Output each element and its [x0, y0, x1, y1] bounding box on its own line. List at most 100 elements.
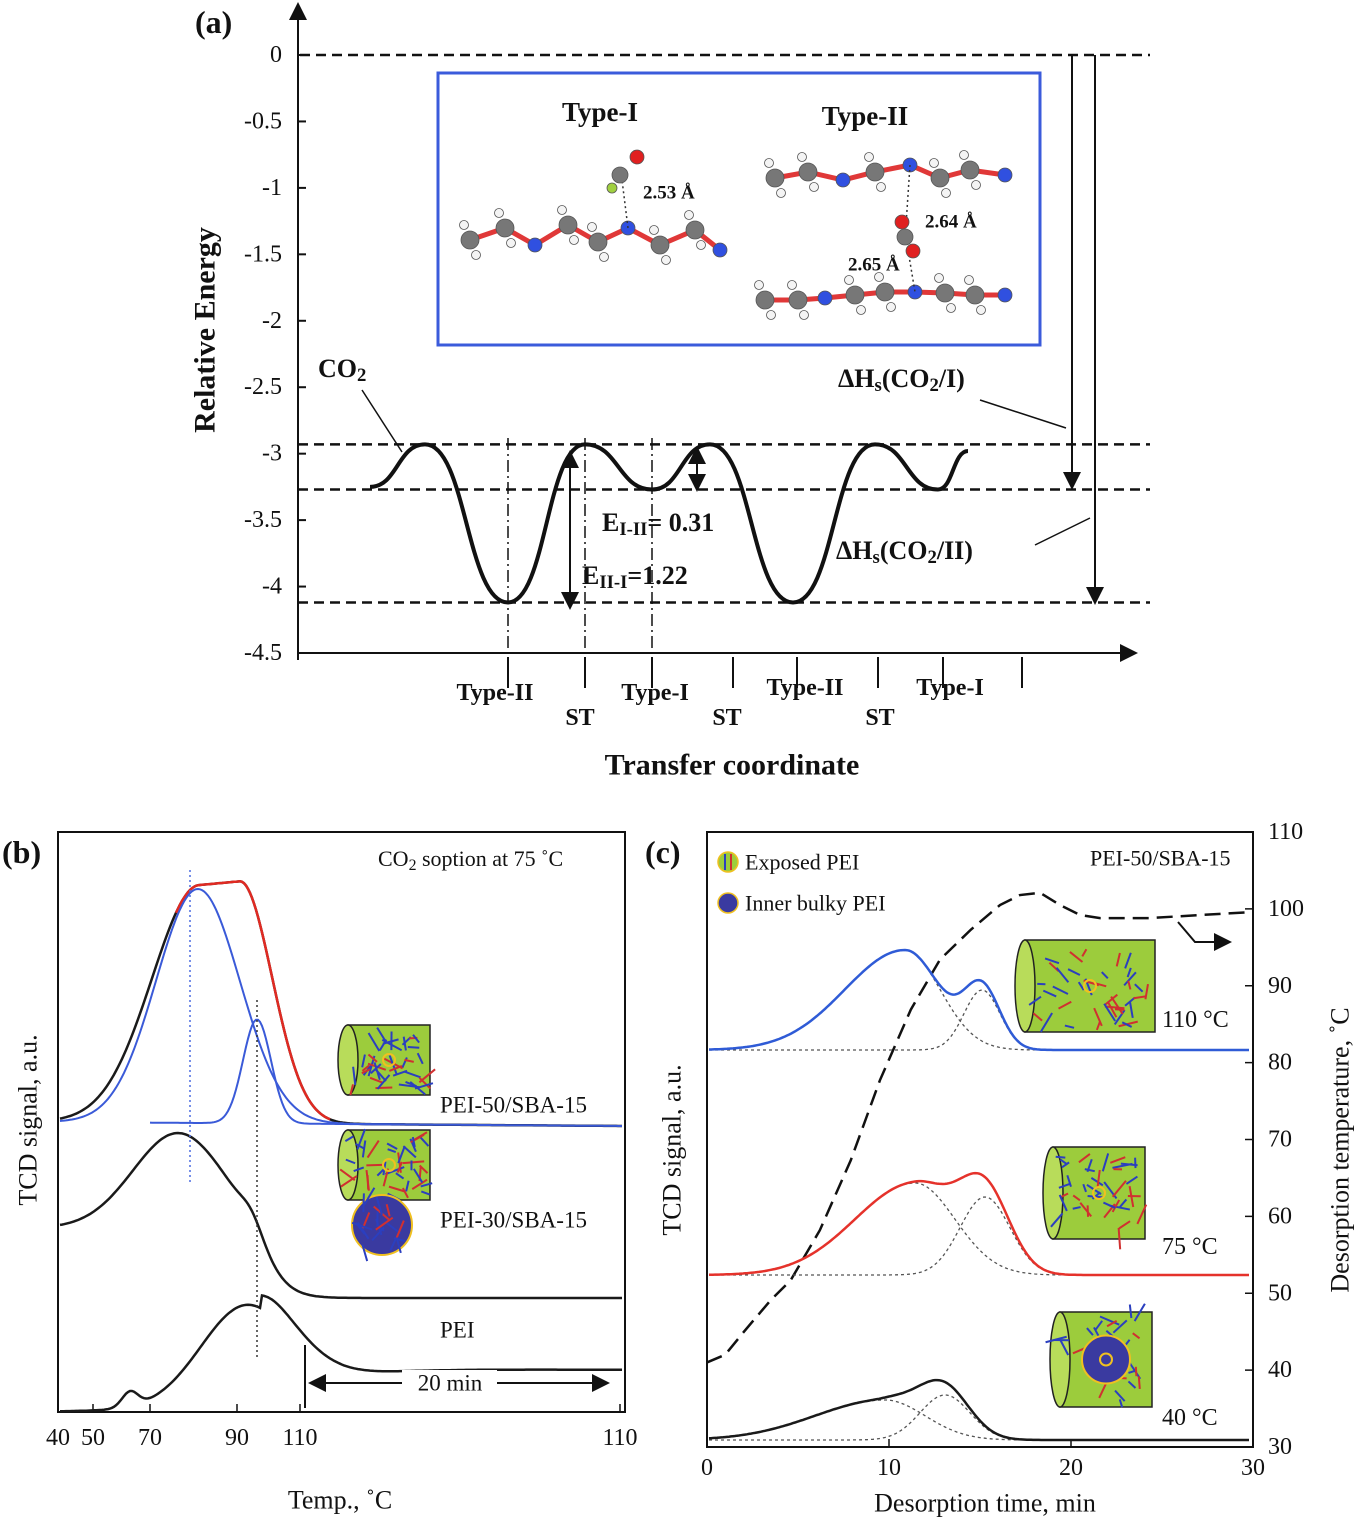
- annotation-part: 2: [929, 375, 938, 396]
- polymer-strand: [1101, 1153, 1110, 1172]
- polymer-strand: [1118, 1220, 1131, 1230]
- y-tick-label: -3.5: [244, 507, 282, 533]
- polymer-strand: [412, 1034, 420, 1044]
- inset-label: Type-I: [562, 97, 638, 127]
- pore-center: [1083, 979, 1097, 993]
- polymer-strand: [355, 1143, 365, 1150]
- atom: [712, 242, 728, 258]
- series-line: [708, 1378, 1249, 1442]
- y2-tick-label: 40: [1268, 1357, 1292, 1383]
- polymer-strand: [1058, 1194, 1068, 1212]
- series-label: 110 °C: [1162, 1007, 1229, 1033]
- polymer-strand: [384, 1221, 402, 1235]
- annotation-part: 2: [927, 547, 936, 568]
- polymer-strand: [1120, 1162, 1138, 1167]
- atom: [459, 220, 469, 230]
- atom: [809, 182, 819, 192]
- polymer-strand: [420, 1182, 433, 1188]
- polymer-strand: [1111, 1199, 1121, 1213]
- atom: [894, 214, 910, 230]
- polymer-strand: [416, 1052, 424, 1065]
- polymer-strand: [1104, 993, 1118, 1006]
- arrowhead: [688, 474, 706, 492]
- polymer-strand: [366, 1163, 383, 1167]
- y2-tick-label: 70: [1268, 1127, 1292, 1153]
- polymer-strand: [1061, 1161, 1070, 1169]
- polymer-strand: [384, 1166, 405, 1176]
- polymer-strand: [1086, 1327, 1094, 1336]
- atom: [696, 240, 706, 250]
- y-tick-label: -1.5: [244, 241, 282, 267]
- component-line: [709, 1196, 1249, 1276]
- bond-distance: 2.53 Å: [643, 183, 695, 204]
- polymer-strand: [1114, 1389, 1126, 1402]
- atom: [941, 188, 951, 198]
- y2-tick-label: 60: [1268, 1203, 1292, 1229]
- polymer-strand: [1104, 1005, 1125, 1010]
- polymer-strand: [1058, 1182, 1071, 1189]
- polymer-strand: [361, 1064, 370, 1072]
- h-bond: [905, 164, 911, 226]
- polymer-strand: [1039, 1012, 1053, 1033]
- atom: [964, 275, 974, 285]
- pore-end: [1014, 939, 1036, 1033]
- polymer-strand: [402, 1145, 417, 1159]
- atom: [766, 310, 776, 320]
- atom: [558, 215, 578, 235]
- polymer-strand: [1121, 1021, 1133, 1028]
- arrowhead: [308, 1374, 326, 1392]
- x-tick-label: ST: [712, 705, 741, 731]
- atom: [788, 290, 808, 310]
- polymer-strand: [386, 1142, 398, 1150]
- atom: [798, 162, 818, 182]
- polymer-strand: [1028, 995, 1042, 1006]
- series-line: [709, 1171, 1249, 1277]
- atom: [765, 168, 785, 188]
- polymer-strand: [393, 1237, 405, 1243]
- x-axis-arrow: [1120, 644, 1138, 662]
- polymer-strand: [376, 1168, 385, 1177]
- annotation-part: s: [873, 547, 880, 568]
- hold-label: 20 min: [418, 1371, 483, 1396]
- atom: [460, 230, 480, 250]
- x-tick-label: Type-I: [621, 680, 689, 706]
- polymer-strand: [1052, 985, 1069, 995]
- polymer-strand: [420, 1190, 431, 1196]
- x-tick-label: 10: [877, 1455, 901, 1481]
- annotation: EII-I=1.22: [582, 561, 688, 593]
- polymer-strand: [1111, 1180, 1127, 1198]
- annotation-part: II-I: [599, 572, 627, 593]
- polymer-strand: [411, 1136, 416, 1148]
- y-tick-label: -1: [262, 175, 282, 201]
- polymer-strand: [362, 1212, 371, 1229]
- atom: [649, 225, 659, 235]
- atom: [587, 222, 597, 232]
- polymer-strand: [395, 1172, 405, 1180]
- plot-title: PEI-50/SBA-15: [1090, 846, 1231, 871]
- polymer-strand: [365, 1170, 370, 1191]
- polymer-strand: [1134, 1366, 1138, 1377]
- y-tick-label: -4.5: [244, 640, 282, 666]
- annotation: CO2: [318, 354, 366, 386]
- polymer-strand: [405, 1180, 410, 1192]
- x-tick-label: 0: [701, 1455, 713, 1481]
- polymer-strand: [404, 1058, 414, 1063]
- polymer-strand: [1132, 1332, 1141, 1340]
- pointer: [979, 399, 1067, 429]
- x-tick-label: 110: [282, 1425, 317, 1451]
- polymer-strand: [1060, 1192, 1069, 1199]
- polymer-strand: [1032, 1012, 1043, 1022]
- x-axis-label: Transfer coordinate: [605, 749, 860, 782]
- arrowhead: [1214, 933, 1232, 951]
- polymer-strand: [387, 1148, 397, 1154]
- polymer-strand: [395, 1220, 405, 1239]
- atom: [905, 243, 921, 259]
- polymer-strand: [361, 1054, 366, 1068]
- polymer-strand: [381, 1039, 403, 1052]
- polymer-strand: [353, 1166, 365, 1173]
- x-axis-label: Desorption time, min: [874, 1489, 1096, 1518]
- polymer-strand: [351, 1221, 373, 1231]
- pointer: [361, 389, 403, 453]
- atom: [611, 166, 629, 184]
- fit-line: [174, 880, 331, 1121]
